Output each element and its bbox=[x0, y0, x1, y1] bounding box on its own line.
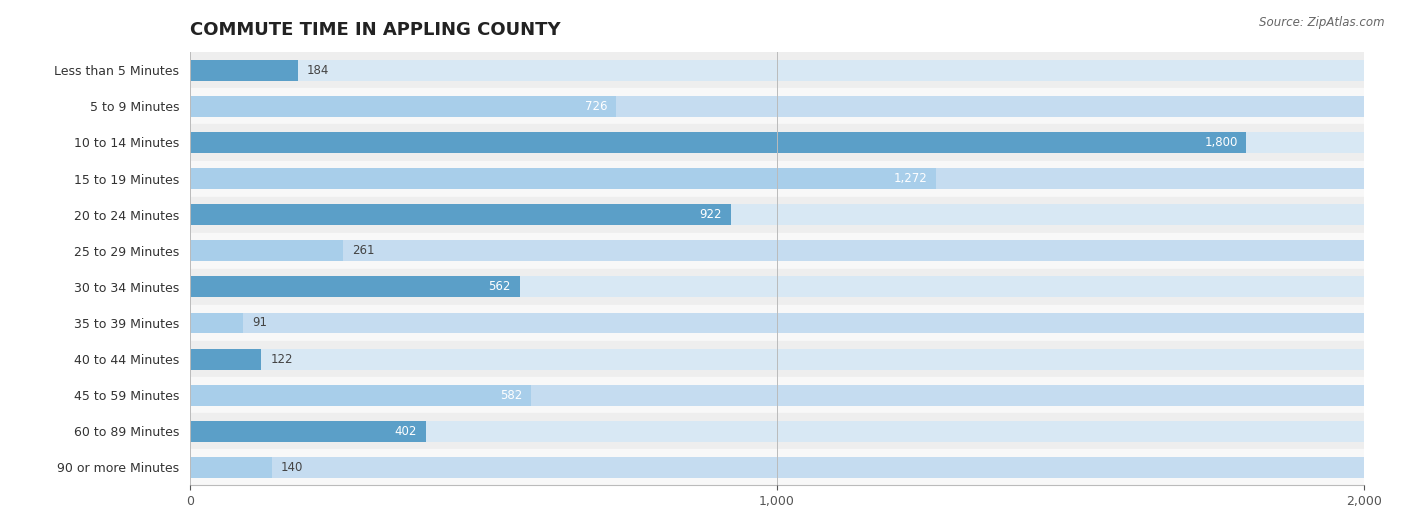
Text: 922: 922 bbox=[700, 208, 723, 221]
Text: 562: 562 bbox=[488, 280, 510, 293]
Bar bbox=[190, 341, 1364, 377]
Bar bbox=[190, 96, 616, 117]
Bar bbox=[190, 240, 1364, 261]
Text: 402: 402 bbox=[395, 425, 418, 438]
Bar bbox=[190, 233, 1364, 269]
Text: 122: 122 bbox=[270, 352, 292, 365]
Text: 140: 140 bbox=[281, 461, 304, 474]
Text: 1,800: 1,800 bbox=[1204, 136, 1237, 149]
Bar bbox=[190, 349, 262, 370]
Bar bbox=[190, 204, 731, 225]
Bar bbox=[190, 305, 1364, 341]
Bar bbox=[190, 60, 1364, 81]
Bar bbox=[190, 52, 1364, 88]
Bar bbox=[190, 413, 1364, 449]
Text: 726: 726 bbox=[585, 100, 607, 113]
Bar bbox=[190, 349, 1364, 370]
Text: 184: 184 bbox=[307, 64, 329, 77]
Text: 91: 91 bbox=[252, 316, 267, 329]
Bar bbox=[190, 204, 1364, 225]
Bar bbox=[190, 168, 936, 189]
Bar bbox=[190, 421, 426, 442]
Text: COMMUTE TIME IN APPLING COUNTY: COMMUTE TIME IN APPLING COUNTY bbox=[190, 21, 561, 39]
Bar bbox=[190, 377, 1364, 413]
Text: Source: ZipAtlas.com: Source: ZipAtlas.com bbox=[1260, 16, 1385, 29]
Bar bbox=[190, 240, 343, 261]
Bar bbox=[190, 421, 1364, 442]
Bar bbox=[190, 168, 1364, 189]
Bar bbox=[190, 132, 1246, 153]
Bar bbox=[190, 60, 298, 81]
Bar bbox=[190, 88, 1364, 124]
Text: 261: 261 bbox=[352, 244, 374, 257]
Bar bbox=[190, 277, 1364, 298]
Bar bbox=[190, 197, 1364, 233]
Text: 582: 582 bbox=[501, 389, 523, 402]
Bar bbox=[190, 124, 1364, 161]
Bar bbox=[190, 132, 1364, 153]
Bar bbox=[190, 313, 243, 334]
Bar bbox=[190, 96, 1364, 117]
Bar bbox=[190, 449, 1364, 485]
Bar bbox=[190, 161, 1364, 197]
Bar bbox=[190, 277, 520, 298]
Text: 1,272: 1,272 bbox=[894, 172, 928, 185]
Bar bbox=[190, 457, 271, 478]
Bar bbox=[190, 313, 1364, 334]
Bar bbox=[190, 385, 1364, 406]
Bar bbox=[190, 457, 1364, 478]
Bar bbox=[190, 385, 531, 406]
Bar bbox=[190, 269, 1364, 305]
